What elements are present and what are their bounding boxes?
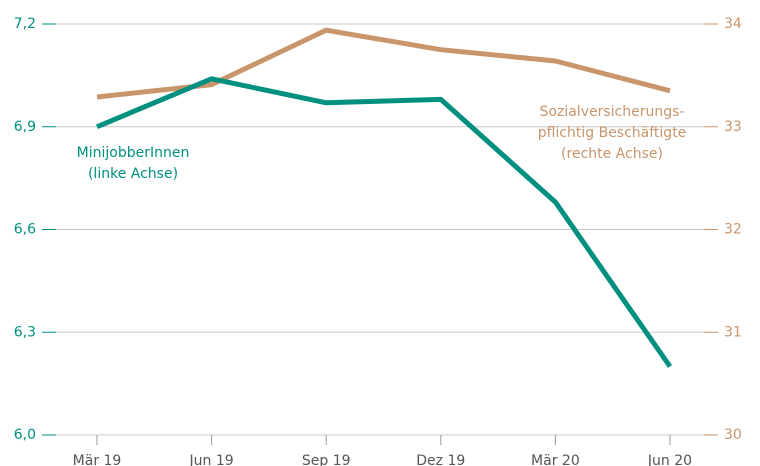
annotation: Sozialversicherungs- bbox=[540, 104, 685, 120]
y-tick-label: 6,6 bbox=[14, 222, 36, 238]
x-tick-label: Mär 20 bbox=[531, 453, 580, 466]
y-tick-label: 7,2 bbox=[14, 16, 36, 32]
annotation: (rechte Achse) bbox=[561, 146, 663, 162]
annotation: (linke Achse) bbox=[88, 166, 178, 182]
series-line bbox=[96, 27, 671, 100]
x-tick-label: Mär 19 bbox=[73, 453, 122, 466]
y-tick-label: 6,9 bbox=[14, 119, 36, 135]
y2-tick-label: 33 bbox=[724, 119, 742, 135]
x-tick-label: Jun 20 bbox=[647, 453, 692, 466]
y2-tick-label: 30 bbox=[724, 427, 742, 443]
x-tick-label: Jun 19 bbox=[189, 453, 234, 466]
series-line bbox=[96, 76, 673, 368]
annotation: MinijobberInnen bbox=[77, 145, 190, 161]
annotation: pflichtig Beschäftigte bbox=[538, 125, 687, 141]
y-tick-label: 6,0 bbox=[14, 427, 36, 443]
x-tick-label: Dez 19 bbox=[416, 453, 465, 466]
y-tick-label: 6,3 bbox=[14, 324, 36, 340]
y2-tick-label: 34 bbox=[724, 16, 742, 32]
x-tick-label: Sep 19 bbox=[302, 453, 351, 466]
y2-tick-label: 31 bbox=[724, 324, 742, 340]
y2-tick-label: 32 bbox=[724, 222, 742, 238]
